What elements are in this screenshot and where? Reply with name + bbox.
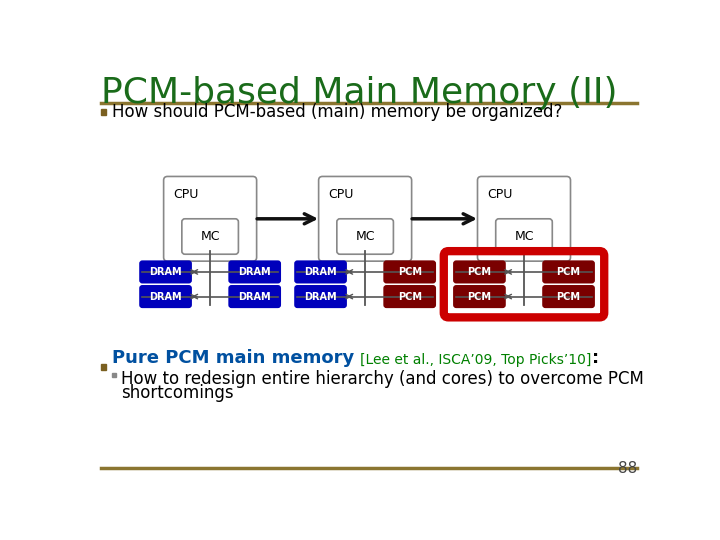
Text: DRAM: DRAM (149, 292, 182, 301)
FancyBboxPatch shape (294, 285, 347, 308)
FancyBboxPatch shape (383, 260, 436, 284)
Text: :: : (592, 349, 599, 367)
Bar (112, 373, 116, 377)
FancyBboxPatch shape (337, 219, 393, 254)
Text: CPU: CPU (329, 188, 354, 201)
Text: 88: 88 (618, 461, 637, 476)
Text: PCM-based Main Memory (II): PCM-based Main Memory (II) (101, 76, 617, 110)
FancyBboxPatch shape (139, 260, 192, 284)
FancyBboxPatch shape (319, 177, 412, 261)
Text: MC: MC (200, 230, 220, 243)
FancyBboxPatch shape (163, 177, 256, 261)
FancyBboxPatch shape (453, 260, 505, 284)
Text: MC: MC (514, 230, 534, 243)
Text: PCM: PCM (397, 292, 422, 301)
Bar (101, 110, 107, 115)
Bar (101, 364, 107, 370)
Text: How to redesign entire hierarchy (and cores) to overcome PCM: How to redesign entire hierarchy (and co… (121, 370, 644, 388)
Text: MC: MC (356, 230, 375, 243)
FancyBboxPatch shape (294, 260, 347, 284)
Text: DRAM: DRAM (305, 267, 337, 277)
FancyBboxPatch shape (477, 177, 570, 261)
Text: DRAM: DRAM (305, 292, 337, 301)
FancyBboxPatch shape (182, 219, 238, 254)
Text: PCM: PCM (557, 267, 580, 277)
Text: PCM: PCM (557, 292, 580, 301)
FancyBboxPatch shape (495, 219, 552, 254)
FancyBboxPatch shape (228, 260, 281, 284)
Text: shortcomings: shortcomings (121, 383, 233, 402)
FancyBboxPatch shape (542, 285, 595, 308)
Text: How should PCM-based (main) memory be organized?: How should PCM-based (main) memory be or… (112, 103, 562, 121)
FancyBboxPatch shape (139, 285, 192, 308)
FancyBboxPatch shape (542, 260, 595, 284)
Text: CPU: CPU (174, 188, 199, 201)
Text: PCM: PCM (467, 267, 492, 277)
Text: PCM: PCM (397, 267, 422, 277)
Text: Pure PCM main memory: Pure PCM main memory (112, 349, 360, 367)
Text: CPU: CPU (487, 188, 513, 201)
FancyBboxPatch shape (453, 285, 505, 308)
Text: DRAM: DRAM (149, 267, 182, 277)
Text: DRAM: DRAM (238, 292, 271, 301)
Text: DRAM: DRAM (238, 267, 271, 277)
Text: [Lee et al., ISCA’09, Top Picks’10]: [Lee et al., ISCA’09, Top Picks’10] (360, 353, 592, 367)
FancyBboxPatch shape (383, 285, 436, 308)
Text: PCM: PCM (467, 292, 492, 301)
FancyBboxPatch shape (228, 285, 281, 308)
